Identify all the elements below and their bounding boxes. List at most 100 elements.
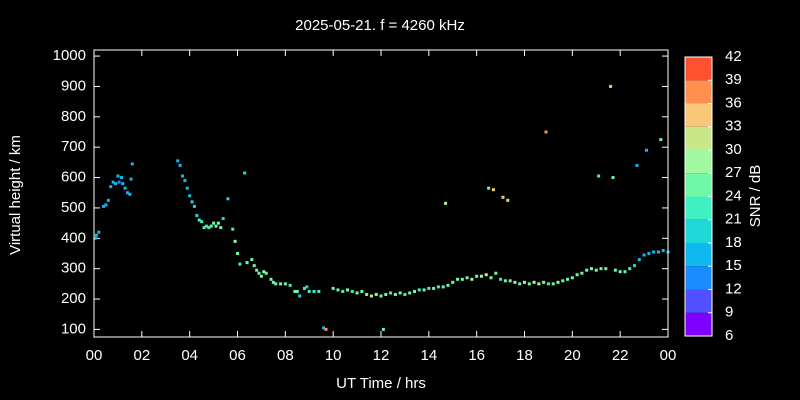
data-point	[298, 294, 302, 298]
data-point	[484, 273, 488, 277]
colorbar-label: SNR / dB	[747, 165, 764, 228]
colorbar-tick-label: 39	[725, 71, 742, 88]
data-point	[279, 282, 283, 286]
data-point	[104, 203, 108, 207]
data-point	[432, 286, 436, 290]
data-point	[604, 267, 608, 271]
data-point	[393, 292, 397, 296]
data-point	[197, 218, 201, 222]
data-point	[236, 251, 239, 255]
data-point	[642, 253, 646, 257]
data-point	[121, 182, 125, 186]
data-point	[451, 280, 455, 284]
y-tick-label: 1000	[53, 47, 86, 64]
data-point	[542, 280, 546, 284]
data-point	[117, 180, 121, 184]
data-point	[212, 221, 216, 225]
colorbar-tick-label: 24	[725, 187, 742, 204]
data-point	[302, 286, 306, 290]
data-point	[128, 192, 132, 196]
plot-frame	[93, 49, 669, 338]
x-tick-label: 00	[660, 347, 677, 364]
data-point	[120, 176, 124, 180]
data-point	[102, 204, 106, 208]
y-tick-label: 700	[61, 138, 86, 155]
colorbar-band	[685, 57, 712, 81]
data-point	[475, 274, 479, 278]
data-point	[597, 174, 601, 178]
data-point	[355, 291, 359, 295]
colorbar-tick-label: 9	[725, 304, 733, 321]
data-point	[551, 282, 555, 286]
data-point	[446, 283, 450, 287]
data-point	[508, 279, 512, 283]
data-point	[214, 224, 218, 228]
x-tick-label: 00	[86, 347, 103, 364]
chart-title: 2025-05-21. f = 4260 kHz	[295, 17, 465, 34]
data-point	[93, 236, 97, 240]
data-point	[523, 280, 526, 284]
data-point	[365, 292, 369, 296]
data-point	[360, 289, 364, 293]
data-point	[618, 270, 622, 274]
y-tick-label: 500	[61, 199, 86, 216]
x-tick-label: 02	[133, 347, 150, 364]
data-point	[628, 267, 632, 271]
data-point	[271, 280, 275, 284]
colorbar-band	[685, 103, 712, 127]
data-point	[659, 138, 663, 142]
data-point	[412, 289, 416, 293]
data-point	[176, 159, 180, 163]
colorbar-band	[685, 243, 712, 267]
data-point	[350, 289, 354, 293]
data-point	[307, 289, 311, 293]
data-point	[188, 194, 192, 198]
data-point	[623, 270, 627, 274]
data-point	[180, 174, 184, 178]
data-point	[183, 179, 187, 183]
data-point	[109, 185, 113, 189]
data-point	[336, 288, 340, 292]
data-point	[114, 182, 118, 186]
data-point	[381, 327, 385, 331]
data-point	[369, 294, 373, 298]
data-point	[518, 282, 522, 286]
data-point	[613, 268, 617, 272]
data-point	[262, 270, 266, 274]
colorbar-tick-label: 27	[725, 164, 742, 181]
data-point	[575, 273, 579, 277]
data-point	[417, 288, 421, 292]
data-point	[661, 248, 665, 252]
data-point	[231, 227, 235, 231]
data-point	[123, 186, 127, 190]
data-point	[470, 277, 474, 281]
x-tick-label: 06	[229, 347, 246, 364]
data-point	[398, 291, 402, 295]
data-point	[209, 224, 213, 228]
data-point	[200, 220, 204, 224]
colorbar-tick-label: 18	[725, 234, 742, 251]
y-axis-label: Virtual height / km	[7, 135, 24, 255]
y-tick-label: 400	[61, 229, 86, 246]
colorbar-band	[685, 80, 712, 104]
data-point	[460, 277, 464, 281]
data-point	[561, 279, 565, 283]
y-tick-label: 800	[61, 108, 86, 125]
data-point	[283, 282, 287, 286]
x-tick-label: 16	[468, 347, 485, 364]
data-point	[599, 267, 603, 271]
data-point	[441, 285, 445, 289]
data-point	[444, 201, 448, 205]
data-point	[501, 195, 505, 199]
data-point	[379, 294, 383, 298]
data-point	[190, 200, 194, 204]
data-point	[178, 163, 182, 167]
data-point	[585, 268, 589, 272]
data-point	[195, 214, 199, 218]
data-point	[322, 326, 326, 330]
y-tick-label: 300	[61, 260, 86, 277]
colorbar-band	[685, 266, 712, 290]
x-tick-label: 22	[612, 347, 629, 364]
